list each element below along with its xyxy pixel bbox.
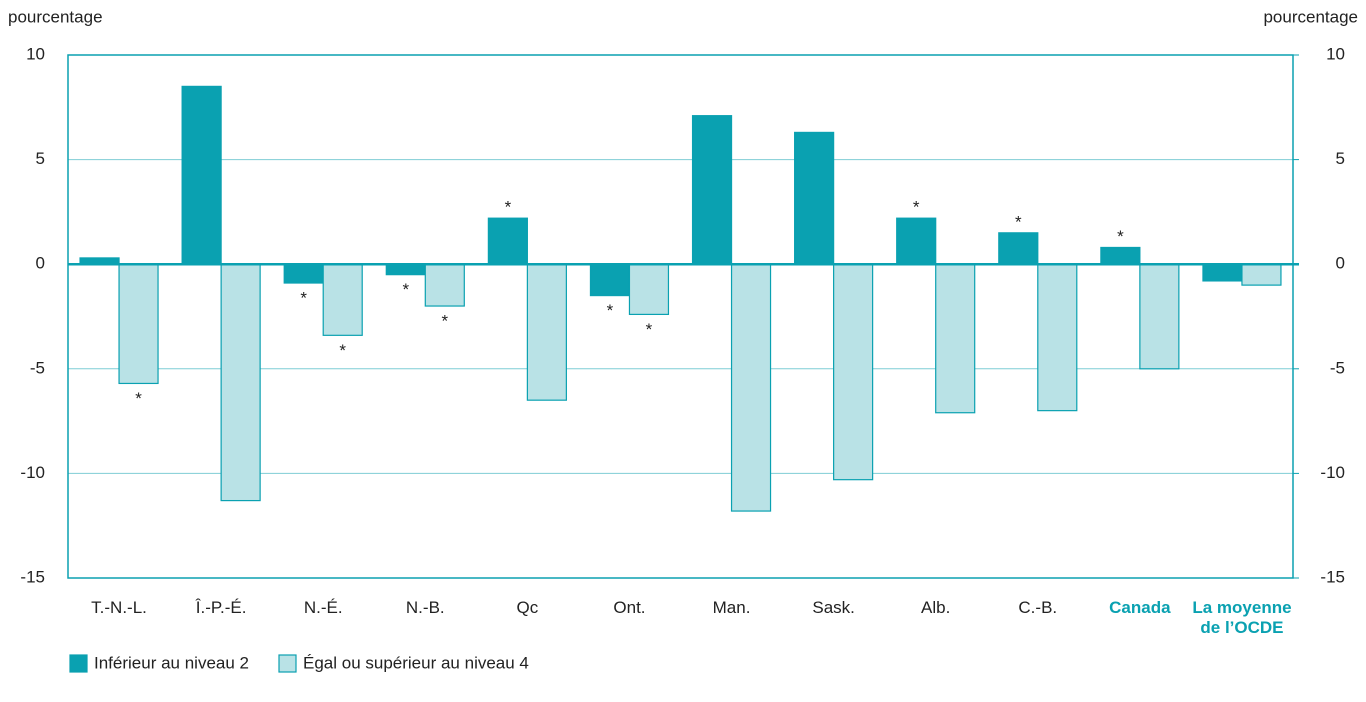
- bar: [935, 263, 976, 414]
- x-tick-label-box: T.-N.-L.: [91, 598, 147, 617]
- x-tick-label-box: N.-É.: [303, 598, 343, 617]
- annotation: *: [505, 198, 512, 217]
- x-tick-label-box: C.-B.: [1018, 598, 1058, 617]
- bar: [283, 263, 324, 284]
- legend-label: Égal ou supérieur au niveau 4: [303, 653, 529, 672]
- bar: [424, 263, 465, 307]
- y2-tick-label: -10: [1320, 463, 1345, 482]
- annotation: *: [1117, 227, 1124, 246]
- bar: [220, 263, 261, 502]
- bar: [1241, 263, 1282, 286]
- bar: [1139, 263, 1180, 370]
- x-tick-label: Qc: [516, 598, 539, 617]
- x-tick-label: T.-N.-L.: [91, 598, 147, 617]
- x-tick-label: Sask.: [812, 598, 855, 617]
- x-tick-label: Canada: [1109, 598, 1171, 617]
- annotation: *: [402, 280, 409, 299]
- x-tick-label-box: Ont.: [613, 598, 646, 617]
- annotation: *: [441, 312, 448, 331]
- y-tick-label: 10: [26, 44, 45, 63]
- y2-tick-label: 5: [1336, 149, 1345, 168]
- x-tick-label-box: Man.: [712, 598, 751, 617]
- bar: [181, 85, 222, 265]
- legend-swatch: [69, 654, 88, 673]
- x-tick-label-box: Qc: [516, 598, 539, 617]
- x-tick-label: Î.-P.-É.: [195, 598, 247, 617]
- y-axis-label: pourcentage: [8, 7, 103, 26]
- bar: [526, 263, 567, 401]
- y-tick-label: 5: [36, 149, 45, 168]
- annotation: *: [1015, 212, 1022, 231]
- y-tick-label: -5: [30, 358, 45, 377]
- bar: [833, 263, 874, 481]
- x-tick-label-box: N.-B.: [405, 598, 445, 617]
- bar: [385, 263, 426, 276]
- y2-tick-label: -5: [1330, 358, 1345, 377]
- x-tick-label: N.-B.: [405, 598, 445, 617]
- annotation: *: [607, 301, 614, 320]
- bar: [1037, 263, 1078, 412]
- x-tick-label-box: Î.-P.-É.: [195, 598, 247, 617]
- x-tick-label: La moyenne de l’OCDE: [1192, 598, 1292, 637]
- x-tick-label-box: Canada: [1109, 598, 1171, 617]
- bar: [691, 115, 733, 265]
- annotation: *: [913, 198, 920, 217]
- annotation: *: [646, 320, 653, 339]
- y-tick-label: 0: [36, 254, 45, 273]
- bar: [589, 263, 631, 297]
- bar: [628, 263, 670, 316]
- legend-swatch: [278, 654, 297, 673]
- annotation: *: [135, 389, 142, 408]
- annotation: *: [300, 289, 307, 308]
- plot-frame: [67, 54, 1294, 579]
- x-tick-label-box: Sask.: [812, 598, 855, 617]
- x-tick-label: C.-B.: [1018, 598, 1058, 617]
- x-tick-label-box: La moyenne de l’OCDE: [1192, 598, 1292, 637]
- bar: [794, 131, 835, 265]
- x-tick-label-box: Alb.: [921, 598, 951, 617]
- bar: [896, 217, 937, 265]
- bar: [730, 263, 772, 512]
- x-tick-label: Man.: [712, 598, 751, 617]
- legend-label: Inférieur au niveau 2: [94, 653, 249, 672]
- y2-tick-label: 10: [1326, 44, 1345, 63]
- bar: [998, 232, 1039, 265]
- bar: [118, 263, 159, 385]
- y-tick-label: -15: [20, 567, 45, 586]
- bar: [1100, 246, 1141, 265]
- bar: [322, 263, 363, 336]
- y2-axis-label: pourcentage: [1263, 7, 1358, 26]
- bar: [1202, 263, 1243, 282]
- y2-tick-label: 0: [1336, 254, 1345, 273]
- x-tick-label: Ont.: [613, 598, 646, 617]
- annotation: *: [339, 341, 346, 360]
- bar: [487, 217, 528, 265]
- y2-tick-label: -15: [1320, 567, 1345, 586]
- y-tick-label: -10: [20, 463, 45, 482]
- x-tick-label: Alb.: [921, 598, 951, 617]
- x-tick-label: N.-É.: [303, 598, 343, 617]
